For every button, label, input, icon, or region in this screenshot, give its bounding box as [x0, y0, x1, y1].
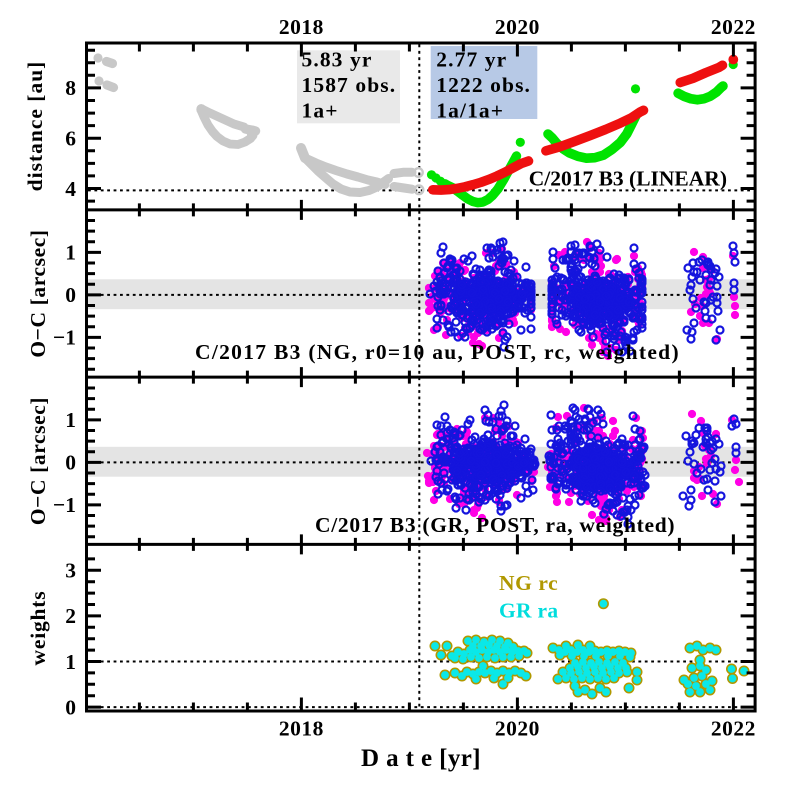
svg-text:1: 1 — [65, 241, 76, 265]
svg-text:O−C [arcsec]: O−C [arcsec] — [26, 397, 50, 525]
svg-text:2: 2 — [65, 604, 76, 628]
svg-text:O−C [arcsec]: O−C [arcsec] — [26, 229, 50, 357]
svg-text:1: 1 — [65, 408, 76, 432]
svg-text:NG rc: NG rc — [499, 571, 558, 595]
svg-text:0: 0 — [65, 283, 76, 307]
svg-text:GR ra: GR ra — [499, 599, 558, 623]
svg-text:2022: 2022 — [711, 717, 756, 741]
svg-text:1: 1 — [65, 650, 76, 674]
svg-text:1a/1a+: 1a/1a+ — [436, 98, 504, 122]
svg-text:C/2017 B3 (NG, r0=10 au, POST,: C/2017 B3 (NG, r0=10 au, POST, rc, weigh… — [195, 340, 680, 364]
svg-text:5.83 yr: 5.83 yr — [302, 47, 373, 71]
svg-text:2.77 yr: 2.77 yr — [436, 47, 507, 71]
svg-text:C/2017 B3 (GR, POST, ra, weigh: C/2017 B3 (GR, POST, ra, weighted) — [315, 513, 675, 537]
svg-text:distance [au]: distance [au] — [23, 61, 47, 192]
svg-text:2018: 2018 — [279, 717, 324, 741]
svg-text:1a+: 1a+ — [302, 98, 339, 122]
svg-text:−1: −1 — [53, 326, 76, 350]
svg-text:1587 obs.: 1587 obs. — [302, 73, 397, 97]
svg-text:3: 3 — [65, 559, 76, 583]
svg-text:0: 0 — [65, 695, 76, 719]
svg-text:1222 obs.: 1222 obs. — [436, 73, 531, 97]
svg-text:2018: 2018 — [279, 15, 324, 39]
svg-text:8: 8 — [65, 76, 76, 100]
svg-text:4: 4 — [65, 177, 76, 201]
svg-text:C/2017 B3 (LINEAR): C/2017 B3 (LINEAR) — [529, 167, 727, 191]
svg-text:weights: weights — [26, 591, 50, 666]
svg-text:2020: 2020 — [495, 15, 540, 39]
svg-text:D a t e [yr]: D a t e [yr] — [361, 745, 481, 772]
svg-text:2022: 2022 — [711, 15, 756, 39]
svg-text:−1: −1 — [53, 493, 76, 517]
svg-text:6: 6 — [65, 127, 76, 151]
svg-text:0: 0 — [65, 451, 76, 475]
svg-text:2020: 2020 — [495, 717, 540, 741]
